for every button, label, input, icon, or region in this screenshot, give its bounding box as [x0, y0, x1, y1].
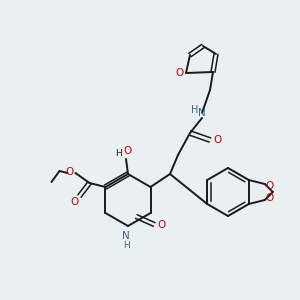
Text: O: O	[266, 193, 274, 203]
Text: H: H	[123, 242, 129, 250]
Text: H: H	[191, 105, 199, 115]
Text: O: O	[213, 135, 221, 145]
Text: N: N	[122, 231, 130, 241]
Text: O: O	[124, 146, 132, 156]
Text: N: N	[198, 108, 206, 118]
Text: O: O	[157, 220, 165, 230]
Text: H: H	[116, 149, 122, 158]
Text: O: O	[266, 181, 274, 191]
Text: O: O	[70, 197, 79, 207]
Text: O: O	[65, 167, 74, 177]
Text: O: O	[176, 68, 184, 78]
